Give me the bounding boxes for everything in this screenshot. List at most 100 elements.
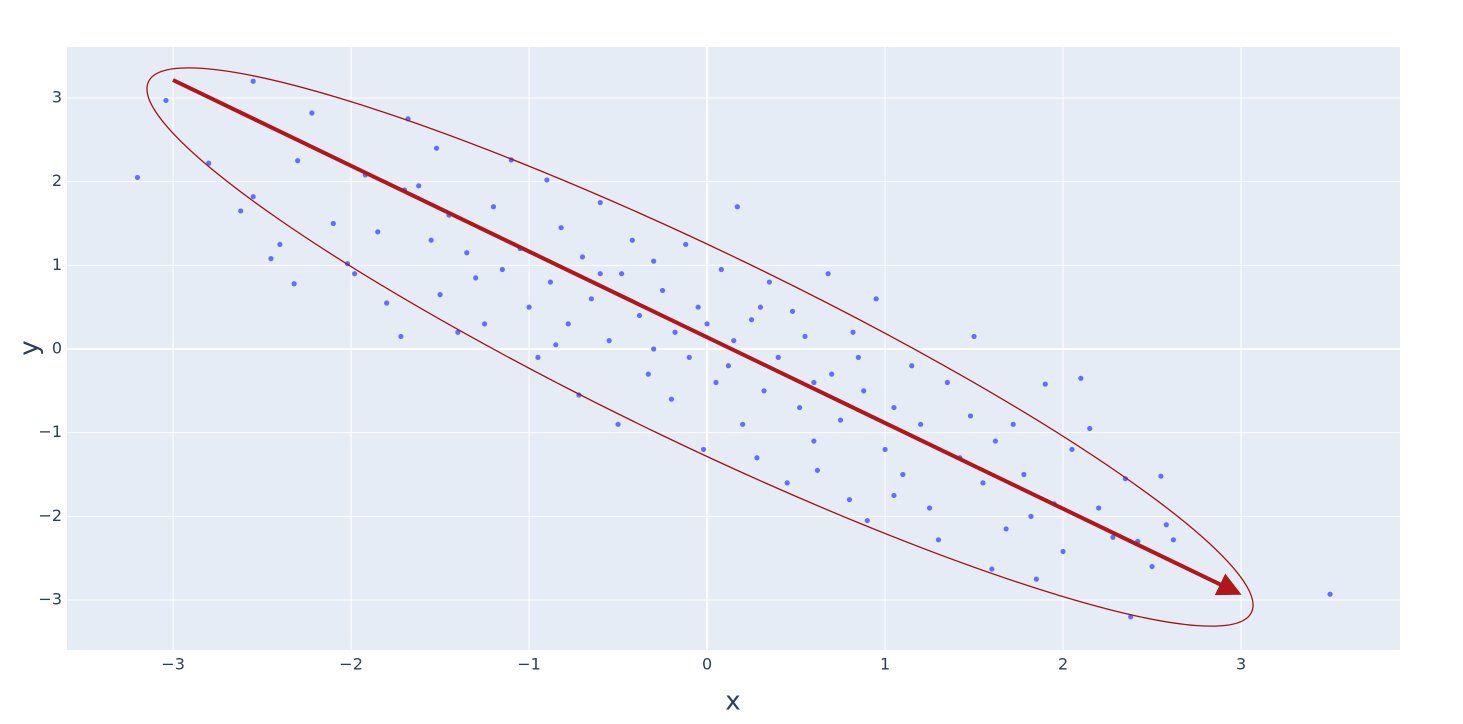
- scatter-point: [597, 199, 603, 206]
- scatter-point: [784, 480, 790, 486]
- scatter-point: [1003, 526, 1009, 532]
- scatter-point: [481, 321, 488, 327]
- scatter-point: [811, 438, 817, 444]
- scatter-point: [850, 329, 856, 335]
- scatter-point: [597, 271, 603, 277]
- x-tick-label: 3: [1236, 655, 1246, 674]
- scatter-point: [725, 363, 732, 369]
- scatter-point: [579, 254, 586, 260]
- scatter-point: [775, 354, 781, 360]
- scatter-point: [384, 300, 390, 306]
- scatter-point: [802, 333, 808, 340]
- scatter-point: [918, 421, 924, 427]
- scatter-point: [268, 256, 274, 262]
- scatter-point: [134, 174, 141, 181]
- scatter-point: [490, 204, 497, 210]
- scatter-point: [837, 417, 844, 423]
- scatter-point: [606, 338, 612, 344]
- scatter-point: [499, 266, 505, 273]
- confidence-ellipse: [146, 67, 1254, 627]
- scatter-point: [748, 317, 755, 323]
- scatter-point: [398, 333, 404, 340]
- scatter-point: [629, 237, 635, 243]
- scatter-point: [651, 346, 657, 352]
- scatter-point: [1033, 576, 1039, 582]
- scatter-point: [615, 421, 621, 427]
- scatter-point: [544, 177, 550, 183]
- scatter-point: [636, 312, 643, 319]
- scatter-point: [909, 363, 915, 369]
- scatter-point: [558, 225, 564, 231]
- scatter-point: [250, 78, 256, 84]
- scatter-point: [935, 537, 942, 543]
- scatter-point: [619, 271, 625, 277]
- scatter-point: [526, 304, 532, 310]
- scatter-point: [713, 379, 719, 386]
- scatter-point: [1163, 522, 1169, 528]
- scatter-point: [891, 404, 897, 411]
- scatter-point: [734, 204, 740, 210]
- scatter-point: [971, 333, 977, 340]
- scatter-point: [814, 467, 821, 473]
- x-tick-label: −1: [517, 655, 541, 674]
- scatter-point: [789, 308, 796, 314]
- scatter-point: [829, 371, 835, 377]
- scatter-point: [309, 110, 315, 116]
- scatter-point: [882, 446, 888, 453]
- scatter-point: [1110, 534, 1116, 540]
- x-tick-label: 2: [1058, 655, 1068, 674]
- scatter-point: [766, 279, 772, 285]
- scatter-point: [926, 505, 933, 511]
- scatter-point: [704, 321, 710, 327]
- scatter-point: [163, 97, 169, 104]
- scatter-point: [473, 275, 479, 281]
- scatter-point: [433, 145, 440, 151]
- scatter-point: [464, 250, 470, 256]
- scatter-point: [668, 396, 675, 402]
- points: [134, 78, 1333, 620]
- scatter-point: [588, 296, 594, 302]
- scatter-point: [1158, 473, 1164, 479]
- scatter-point: [980, 480, 986, 486]
- y-tick-label: −2: [38, 506, 62, 525]
- scatter-point: [992, 438, 999, 444]
- scatter-point: [645, 371, 651, 377]
- scatter-point: [672, 329, 678, 335]
- scatter-point: [846, 497, 853, 503]
- scatter-point: [238, 208, 244, 214]
- scatter-point: [428, 237, 434, 243]
- scatter-point: [683, 241, 689, 248]
- scatter-point: [1096, 505, 1102, 511]
- scatter-point: [718, 266, 724, 273]
- y-tick-label: 3: [52, 87, 62, 106]
- scatter-point: [700, 446, 707, 453]
- labels: −3 −2 −1 0 1 2 3 −3 −2 −1 0 1 2 3: [38, 87, 1246, 673]
- y-tick-label: 0: [52, 339, 62, 358]
- scatter-point: [1327, 591, 1333, 597]
- y-tick-label: 1: [52, 255, 62, 274]
- scatter-point: [547, 279, 554, 285]
- scatter-point: [659, 287, 666, 294]
- scatter-point: [1078, 375, 1084, 381]
- scatter-point: [1149, 563, 1155, 570]
- scatter-point: [861, 388, 867, 394]
- scatter-point: [989, 566, 995, 572]
- x-tick-label: 0: [702, 655, 712, 674]
- scatter-point: [1021, 471, 1027, 478]
- scatter-point: [352, 271, 358, 277]
- scatter-point: [330, 220, 336, 227]
- x-tick-label: 1: [880, 655, 890, 674]
- principal-axis-arrow: [172, 78, 1242, 596]
- scatter-point: [740, 421, 746, 427]
- scatter-point: [873, 296, 879, 302]
- scatter-point: [855, 354, 861, 360]
- scatter-point: [891, 492, 897, 499]
- scatter-point: [864, 517, 870, 524]
- scatter-point: [761, 388, 767, 394]
- scatter-point: [811, 379, 817, 386]
- scatter-point: [651, 258, 657, 264]
- scatter-point: [250, 194, 256, 200]
- scatter-point: [686, 354, 692, 360]
- scatter-point: [1069, 446, 1075, 453]
